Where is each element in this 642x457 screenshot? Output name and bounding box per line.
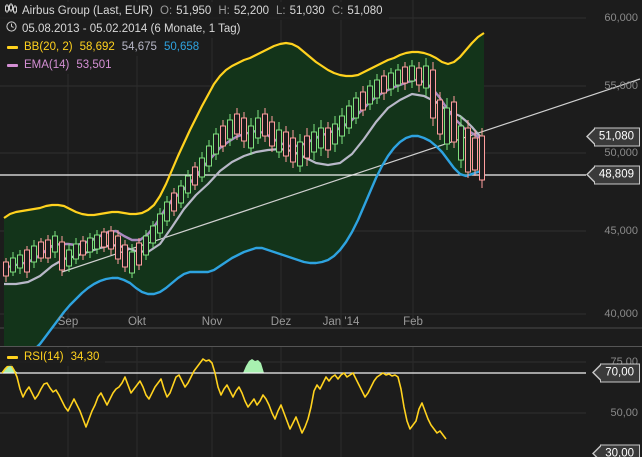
ema-indicator-name: EMA(14) <box>24 59 70 71</box>
rsi-ytick-50: 50,00 <box>610 407 638 419</box>
ohlc-high-label: H: <box>218 5 230 17</box>
bb-lower-line <box>3 134 485 358</box>
price-ytick-45000: 45,000 <box>604 225 638 237</box>
rsi-level-line <box>0 372 586 374</box>
rsi-indicator-name: RSI(14) <box>24 351 64 363</box>
rsi-plot-area[interactable] <box>0 347 642 457</box>
price-drawings[interactable] <box>0 0 642 346</box>
price-chart-panel[interactable]: 60,000 55,000 50,000 45,000 40,000 51,08… <box>0 0 642 358</box>
chart-legend: Airbus Group (Last, EUR) O: 51,950 H: 52… <box>0 0 389 74</box>
xtick-feb: Feb <box>403 316 423 328</box>
price-plot-area[interactable] <box>0 0 642 358</box>
rsi-chart-panel[interactable]: RSI(14) 34,30 75,00 50,00 70,00 30,00 <box>0 347 642 457</box>
ohlc-high-value: 52,200 <box>233 5 270 17</box>
legend-bb-row[interactable]: BB(20, 2) 58,692 54,675 50,658 <box>0 38 206 56</box>
rsi-legend-row[interactable]: RSI(14) 34,30 <box>0 348 106 366</box>
bb-middle-value: 54,675 <box>121 41 157 53</box>
xtick-sep: Sep <box>57 316 79 328</box>
ohlc-low-label: L: <box>276 5 286 17</box>
ema-value: 53,501 <box>76 59 112 71</box>
xtick-dez: Dez <box>270 316 292 328</box>
legend-instrument-row[interactable]: Airbus Group (Last, EUR) O: 51,950 H: 52… <box>0 2 389 20</box>
price-ytick-50000: 50,000 <box>604 147 638 159</box>
ohlc-open-label: O: <box>160 5 173 17</box>
price-ytick-60000: 60,000 <box>604 12 638 24</box>
bb-color-swatch <box>7 45 18 49</box>
rsi-line <box>1 358 447 440</box>
ohlc-open-value: 51,950 <box>176 5 212 17</box>
rsi-value: 34,30 <box>70 351 100 363</box>
horizontal-level-tag[interactable]: 48,809 <box>585 165 640 185</box>
price-ytick-55000: 55,000 <box>604 80 638 92</box>
rsi-color-swatch <box>7 355 18 359</box>
xtick-jan14: Jan '14 <box>322 316 360 328</box>
xtick-okt: Okt <box>128 316 146 328</box>
bollinger-band-fill <box>4 33 484 356</box>
last-price-tag[interactable]: 51,080 <box>585 127 640 147</box>
ema-color-swatch <box>7 63 18 67</box>
instrument-name: Airbus Group (Last, EUR) <box>22 5 154 17</box>
period-range: 05.08.2013 - 05.02.2014 (6 Monate, 1 Tag… <box>22 23 241 35</box>
candlestick-icon <box>4 2 18 20</box>
xtick-nov: Nov <box>201 316 223 328</box>
bb-lower-value: 50,658 <box>163 41 200 53</box>
ohlc-low-value: 51,030 <box>289 5 325 17</box>
rsi-level-30-tag[interactable]: 30,00 <box>592 444 640 457</box>
clock-icon <box>4 20 18 38</box>
legend-ema-row[interactable]: EMA(14) 53,501 <box>0 56 118 74</box>
rsi-level-70-tag[interactable]: 70,00 <box>592 363 640 383</box>
ohlc-close-value: 51,080 <box>347 5 383 17</box>
bb-indicator-name: BB(20, 2) <box>24 41 73 53</box>
bb-upper-value: 58,692 <box>79 41 115 53</box>
price-ytick-40000: 40,000 <box>604 308 638 320</box>
candlestick-series[interactable] <box>0 0 642 346</box>
ohlc-close-label: C: <box>331 5 344 17</box>
bb-upper-line <box>3 32 485 219</box>
legend-period-row[interactable]: 05.08.2013 - 05.02.2014 (6 Monate, 1 Tag… <box>0 20 247 38</box>
panel-divider <box>0 346 642 347</box>
